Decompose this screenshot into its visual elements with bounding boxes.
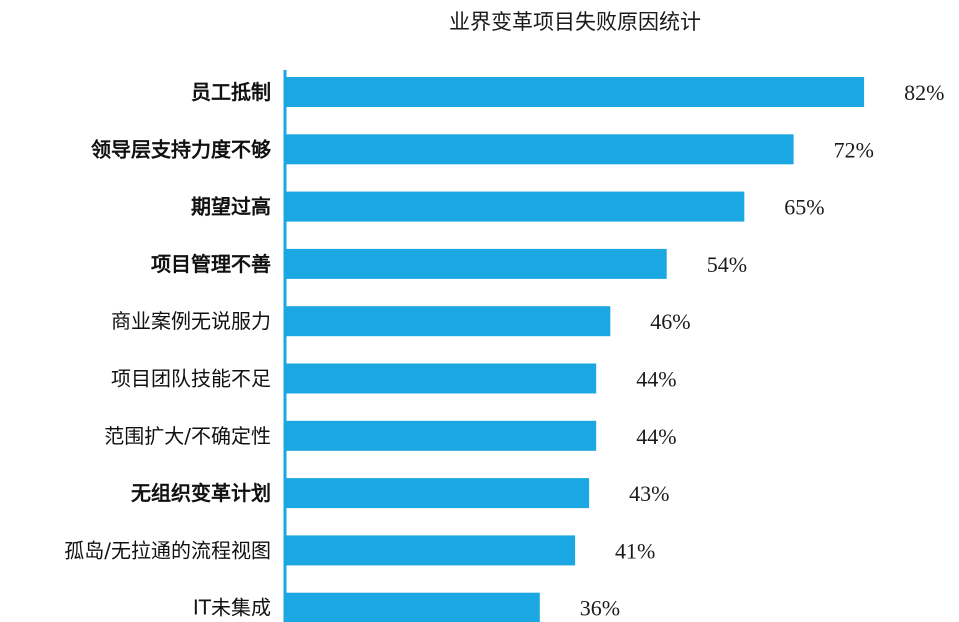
value-label-9: 41% <box>615 538 655 563</box>
value-label-2: 72% <box>834 137 874 162</box>
category-label-6: 项目团队技能不足 <box>111 367 271 391</box>
category-label-5: 商业案例无说服力 <box>111 309 271 333</box>
chart-title: 业界变革项目失败原因统计 <box>449 10 701 34</box>
value-label-6: 44% <box>636 367 676 392</box>
bar-5 <box>286 306 611 337</box>
category-label-9: 孤岛/无拉通的流程视图 <box>64 538 271 562</box>
category-label-7: 范围扩大/不确定性 <box>104 424 271 448</box>
category-label-4: 项目管理不善 <box>151 252 271 276</box>
category-label-10: IT未集成 <box>193 596 271 620</box>
bar-9 <box>286 535 576 566</box>
bar-2 <box>286 134 794 165</box>
bar-8 <box>286 478 590 509</box>
category-label-1: 员工抵制 <box>191 80 271 104</box>
value-label-1: 82% <box>904 80 944 105</box>
value-label-4: 54% <box>707 252 747 277</box>
value-label-8: 43% <box>629 481 669 506</box>
value-label-3: 65% <box>784 195 824 220</box>
category-label-2: 领导层支持力度不够 <box>91 137 271 161</box>
chart-marks: 员工抵制 82% 领导层支持力度不够 72% 期望过高 65% 项目管理不善 54% 商业案例无… <box>64 77 944 622</box>
category-label-8: 无组织变革计划 <box>131 481 271 505</box>
bar-3 <box>286 191 745 222</box>
bar-10 <box>286 592 540 622</box>
bar-4 <box>286 248 667 279</box>
value-label-10: 36% <box>580 596 620 621</box>
bar-6 <box>286 363 597 394</box>
bar-1 <box>286 77 865 107</box>
bar-7 <box>286 420 597 451</box>
value-label-5: 46% <box>650 309 690 334</box>
category-label-3: 期望过高 <box>191 195 271 219</box>
value-label-7: 44% <box>636 424 676 449</box>
